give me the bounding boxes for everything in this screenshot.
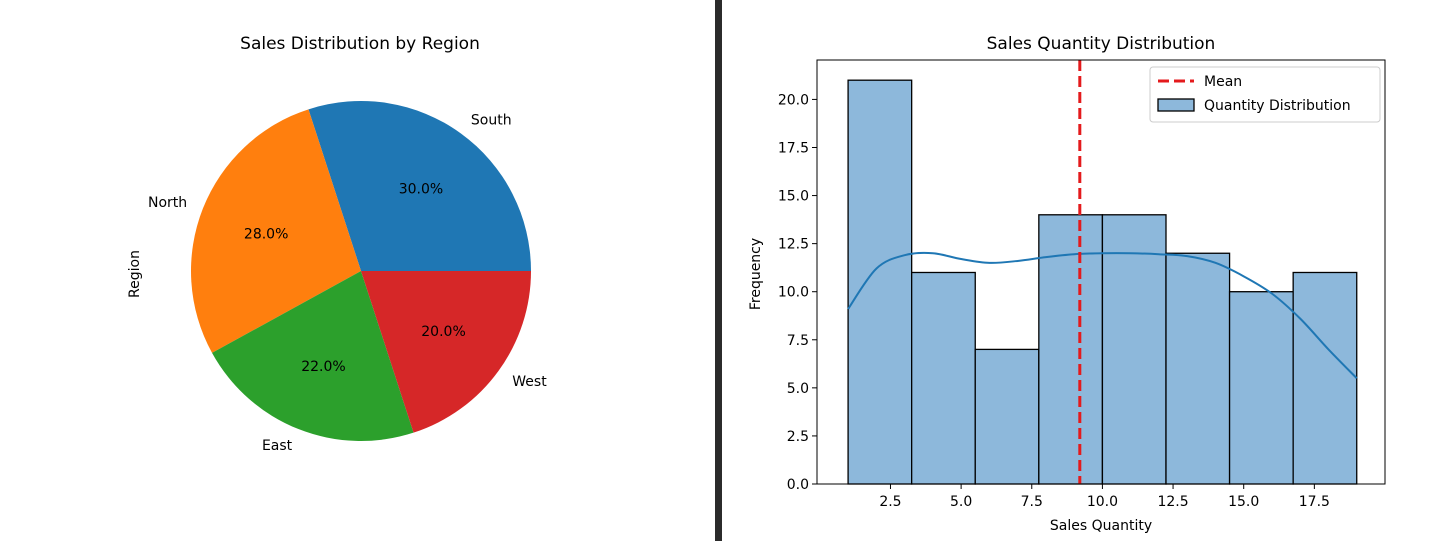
x-tick-label: 15.0 [1228,494,1259,510]
histogram-bar [974,348,1040,485]
legend-entry-label: Quantity Distribution [1204,98,1351,114]
x-tick-label: 5.0 [950,494,972,510]
pie-chart: Sales Distribution by Region Region 30.0… [127,34,547,454]
legend-entry-label: Mean [1204,74,1242,90]
y-tick-label: 0.0 [787,477,809,493]
kde-curve [847,251,1358,379]
pie-category-label-east: East [262,438,293,454]
y-tick-label: 10.0 [778,285,809,301]
panel-divider [715,0,722,541]
legend-distribution-swatch [1157,98,1195,112]
y-tick-label: 17.5 [778,140,809,156]
x-tick-label: 7.5 [1021,494,1043,510]
x-tick-label: 2.5 [879,494,901,510]
pie-category-label-west: West [512,374,547,390]
histogram-bar [1101,214,1167,485]
histogram-bar [1228,291,1294,485]
x-tick-label: 17.5 [1299,494,1330,510]
pie-slice-west [361,271,531,433]
histogram-chart-panel: Sales Quantity Distribution Sales Quanti… [722,0,1447,541]
pie-percent-label-south: 30.0% [399,181,443,197]
pie-slice-south [308,101,531,271]
x-tick-label: 10.0 [1087,494,1118,510]
pie-chart-panel: Sales Distribution by Region Region 30.0… [0,0,715,541]
y-tick-label: 5.0 [787,381,809,397]
pie-slice-north [190,109,361,353]
histogram-bar [1165,252,1231,485]
y-tick-label: 12.5 [778,237,809,253]
legend-box [1149,66,1381,123]
histogram-bar [911,271,976,485]
histogram-y-axis-label: Frequency [748,238,764,310]
pie-percent-label-west: 20.0% [421,324,465,340]
histogram-chart-title: Sales Quantity Distribution [987,34,1216,54]
histogram-bar [847,79,913,485]
pie-category-label-north: North [148,195,187,211]
pie-chart-title: Sales Distribution by Region [240,34,480,54]
pie-slice-east [212,271,414,441]
y-tick-label: 2.5 [787,429,809,445]
pie-chart-ylabel: Region [127,250,143,298]
histogram-bar [1038,214,1104,485]
x-tick-label: 12.5 [1157,494,1188,510]
pie-category-label-south: South [471,113,512,129]
histogram-x-axis-label: Sales Quantity [1050,518,1152,534]
y-tick-label: 15.0 [778,189,809,205]
histogram-plot-frame [816,59,1386,485]
pie-percent-label-north: 28.0% [244,226,288,242]
histogram-bar [1292,271,1358,485]
y-tick-label: 20.0 [778,92,809,108]
y-tick-label: 7.5 [787,333,809,349]
histogram-chart: Sales Quantity Distribution Sales Quanti… [748,34,1386,534]
pie-percent-label-east: 22.0% [301,359,345,375]
